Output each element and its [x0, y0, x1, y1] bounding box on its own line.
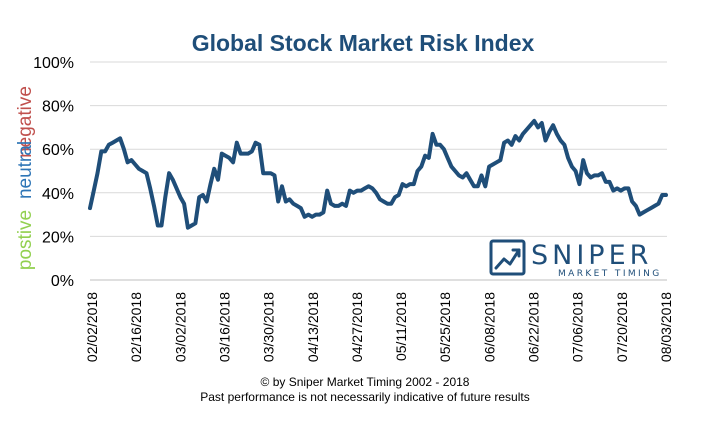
footer-disclaimer: Past performance is not necessarily indi…	[200, 390, 529, 404]
chart-title: Global Stock Market Risk Index	[192, 30, 535, 56]
trend-chart-icon	[489, 239, 526, 276]
footer-copyright: © by Sniper Market Timing 2002 - 2018	[261, 375, 470, 389]
x-tick-label: 04/13/2018	[305, 292, 321, 362]
x-tick-label: 07/06/2018	[570, 292, 586, 362]
x-tick-label: 06/08/2018	[481, 292, 497, 362]
side-label-positive: postive	[15, 210, 36, 270]
sniper-logo: SNIPER MARKET TIMING	[489, 239, 662, 279]
x-tick-label: 06/22/2018	[526, 292, 542, 362]
x-tick-label: 08/03/2018	[658, 292, 674, 362]
series-line-risk-index	[88, 118, 668, 230]
x-tick-label: 03/30/2018	[261, 292, 277, 362]
series-layer	[88, 118, 668, 230]
logo-tagline: MARKET TIMING	[558, 269, 662, 279]
x-tick-label: 03/16/2018	[216, 292, 232, 362]
x-tick-label: 03/02/2018	[172, 292, 188, 362]
side-label-neutral: neutral	[15, 141, 36, 199]
x-tick-label: 04/27/2018	[349, 292, 365, 362]
y-tick-label: 100%	[33, 55, 74, 72]
x-tick-label: 02/02/2018	[84, 292, 100, 362]
y-tick-label: 0%	[51, 273, 74, 290]
grid-lines	[90, 61, 667, 237]
y-tick-label: 60%	[42, 142, 74, 159]
logo-name: SNIPER	[531, 240, 652, 271]
side-label-negative: negative	[15, 86, 36, 158]
x-tick-label: 05/25/2018	[437, 292, 453, 362]
x-tick-label: 07/20/2018	[614, 292, 630, 362]
y-axis-ticks: 0% 20% 40% 60% 80% 100%	[33, 55, 74, 290]
x-axis-ticks: 02/02/2018 02/16/2018 03/02/2018 03/16/2018…	[84, 292, 674, 362]
y-tick-label: 40%	[42, 186, 74, 203]
x-tick-label: 02/16/2018	[128, 292, 144, 362]
y-tick-label: 80%	[42, 99, 74, 116]
x-tick-label: 05/11/2018	[393, 292, 409, 361]
y-tick-label: 20%	[42, 229, 74, 246]
